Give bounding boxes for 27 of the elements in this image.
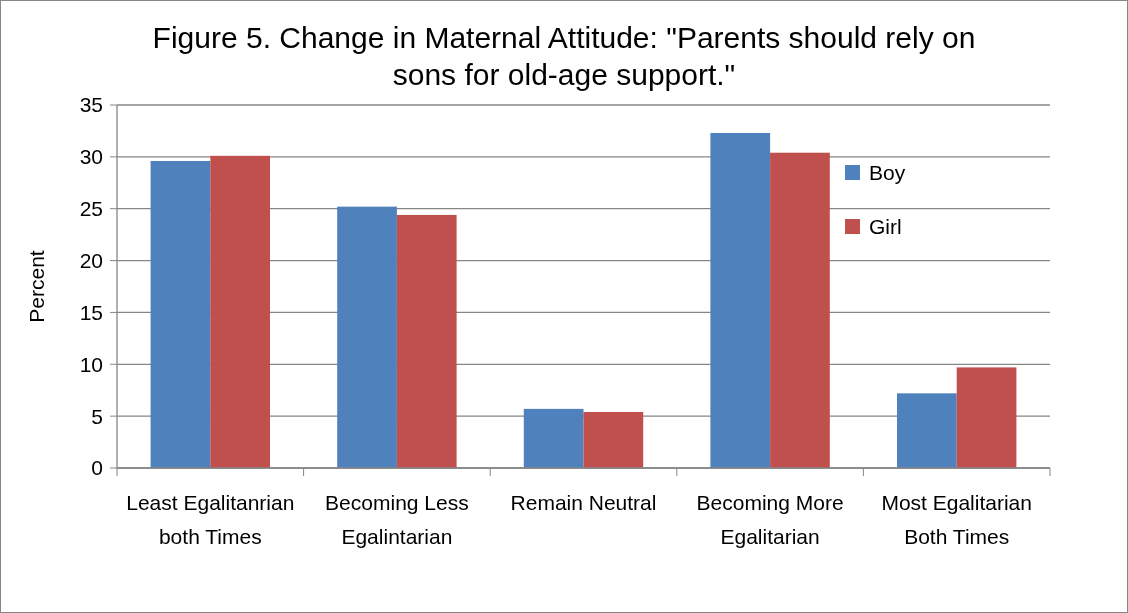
bar bbox=[337, 206, 397, 468]
x-tick-label: Becoming Less Egalintarian bbox=[325, 491, 469, 548]
x-tick-label: Least Egalitanrian both Times bbox=[126, 491, 295, 548]
y-tick-label: 35 bbox=[79, 93, 103, 117]
y-tick-label: 0 bbox=[91, 456, 103, 480]
chart-title: Figure 5. Change in Maternal Attitude: "Parents should rely on sons for old-age support." bbox=[152, 21, 976, 91]
y-tick-label: 15 bbox=[79, 300, 103, 324]
bar bbox=[956, 367, 1017, 468]
legend-label: Girl bbox=[869, 215, 902, 239]
x-tick-label: Most Egalitarian Both Times bbox=[881, 491, 1032, 548]
y-tick-label: 20 bbox=[79, 248, 103, 272]
x-tick-label: Remain Neutral bbox=[510, 491, 657, 514]
x-tick-label: Becoming More Egalitarian bbox=[696, 491, 844, 548]
y-tick-label: 10 bbox=[79, 352, 103, 376]
bar bbox=[583, 411, 644, 468]
y-axis-title: Percent bbox=[25, 250, 48, 323]
y-tick-label: 30 bbox=[79, 145, 103, 169]
legend-label: Boy bbox=[869, 161, 906, 185]
bar bbox=[523, 408, 584, 468]
bar bbox=[396, 214, 457, 468]
bar bbox=[896, 393, 957, 468]
y-tick-label: 5 bbox=[91, 404, 103, 428]
bar bbox=[770, 152, 830, 468]
bar bbox=[150, 161, 211, 468]
bar bbox=[210, 155, 271, 468]
bar bbox=[710, 133, 771, 468]
y-tick-label: 25 bbox=[79, 197, 103, 221]
